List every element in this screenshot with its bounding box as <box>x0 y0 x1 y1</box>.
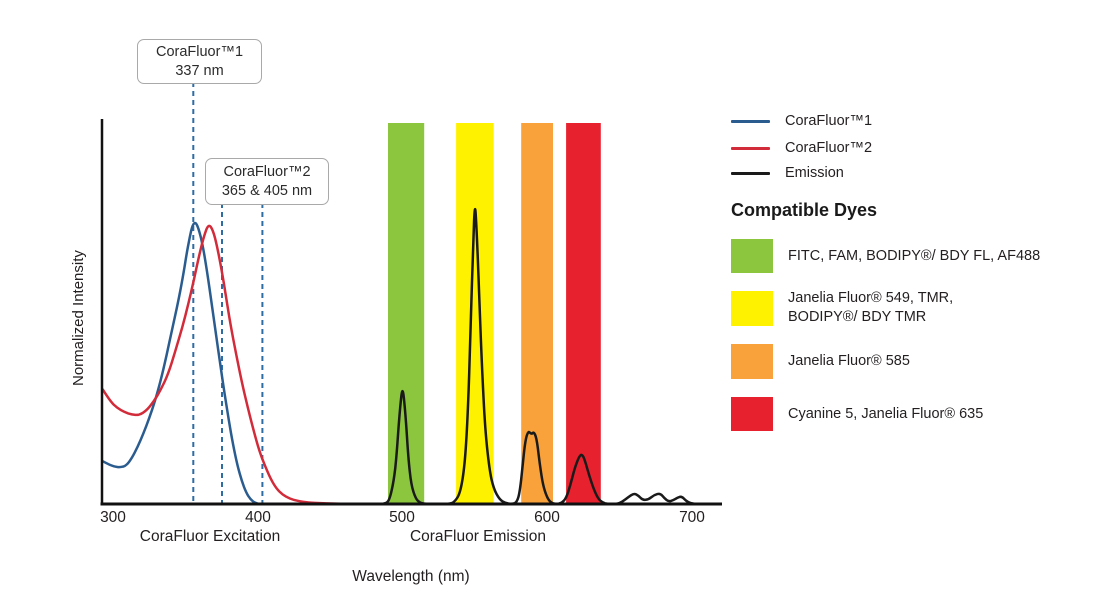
series-0 <box>101 221 261 506</box>
dye-swatch-green <box>731 239 773 273</box>
legend-line-corafluor2 <box>731 147 770 150</box>
legend-label-corafluor1: CoraFluor™1 <box>785 113 873 129</box>
x-axis-label: Wavelength (nm) <box>352 568 470 585</box>
x-tick-600: 600 <box>534 509 560 526</box>
dye-swatch-orange <box>731 344 773 379</box>
callout-corafluor2-title: CoraFluor™2 <box>223 163 311 180</box>
compatible-dyes-heading: Compatible Dyes <box>731 200 878 220</box>
x-tick-400: 400 <box>245 509 271 526</box>
dye-label-red-line1: Cyanine 5, Janelia Fluor® 635 <box>788 406 984 422</box>
x-tick-700: 700 <box>679 509 705 526</box>
dye-label-yellow-line2: BODIPY®/ BDY TMR <box>788 309 927 325</box>
excitation-section-label: CoraFluor Excitation <box>139 528 281 545</box>
dye-label-yellow: Janelia Fluor® 549, TMR, BODIPY®/ BDY TM… <box>788 289 953 327</box>
legend-label-emission: Emission <box>785 165 844 181</box>
filter-band-0 <box>388 123 425 504</box>
filter-band-3 <box>566 123 601 504</box>
dye-label-yellow-line1: Janelia Fluor® 549, TMR, <box>788 290 954 306</box>
callout-corafluor1-title: CoraFluor™1 <box>155 43 244 60</box>
x-tick-500: 500 <box>389 509 415 526</box>
dye-label-green-line1: FITC, FAM, BODIPY®/ BDY FL, AF488 <box>788 248 1041 264</box>
callout-corafluor1: CoraFluor™1 337 nm <box>137 39 262 84</box>
emission-section-label: CoraFluor Emission <box>409 528 547 545</box>
dye-label-orange-line1: Janelia Fluor® 585 <box>788 353 910 369</box>
legend-line-emission <box>731 172 770 175</box>
callout-corafluor2: CoraFluor™2 365 & 405 nm <box>205 158 329 205</box>
dye-label-red: Cyanine 5, Janelia Fluor® 635 <box>788 405 983 424</box>
callout-corafluor2-value: 365 & 405 nm <box>221 182 313 199</box>
dye-swatch-yellow <box>731 291 773 326</box>
x-tick-300: 300 <box>100 509 126 526</box>
dye-label-green: FITC, FAM, BODIPY®/ BDY FL, AF488 <box>788 247 1040 266</box>
dye-label-orange: Janelia Fluor® 585 <box>788 352 910 371</box>
legend-line-corafluor1 <box>731 120 770 123</box>
callout-corafluor1-value: 337 nm <box>175 62 224 79</box>
y-axis-label: Normalized Intensity <box>70 250 87 386</box>
series-1 <box>101 224 349 506</box>
dye-swatch-red <box>731 397 773 431</box>
legend-label-corafluor2: CoraFluor™2 <box>785 140 873 156</box>
